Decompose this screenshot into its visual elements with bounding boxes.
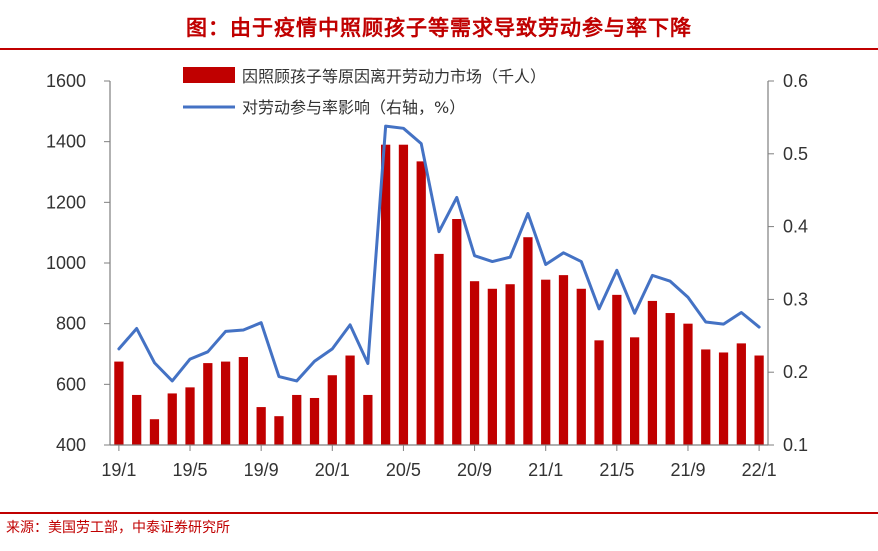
bar-21/3 [576, 288, 586, 445]
right-tick-label: 0.4 [783, 217, 808, 237]
bar-21/1 [541, 279, 551, 445]
bar-19/12 [309, 397, 320, 445]
x-tick-label: 20/5 [386, 460, 421, 480]
bar-21/12 [736, 343, 746, 445]
bar-19/1 [114, 361, 124, 445]
participation-impact-line [117, 124, 761, 383]
right-tick-label: 0.1 [783, 435, 808, 455]
source-note: 来源：美国劳工部，中泰证券研究所 [6, 520, 230, 536]
bar-21/2 [558, 275, 569, 445]
bar-20/9 [469, 281, 480, 445]
title-bar: 图：由于疫情中照顾孩子等需求导致劳动参与率下降 [0, 0, 878, 52]
bar-20/10 [487, 288, 497, 445]
bar-19/4 [167, 393, 177, 445]
bar-19/6 [203, 363, 213, 445]
right-tick-label: 0.6 [783, 71, 808, 91]
bar-19/8 [238, 357, 248, 445]
bar-21/5 [612, 294, 622, 445]
bar-20/8 [452, 219, 462, 445]
bar-21/6 [630, 337, 640, 445]
bar-21/7 [647, 300, 658, 445]
right-tick-label: 0.5 [783, 144, 808, 164]
source-divider [0, 512, 878, 514]
left-tick-label: 600 [56, 374, 86, 394]
legend-line-label: 对劳动参与率影响（右轴，%） [242, 98, 465, 117]
bar-20/5 [398, 144, 409, 445]
bar-19/5 [185, 387, 195, 445]
x-tick-label: 21/1 [528, 460, 563, 480]
bar-22/1 [754, 355, 764, 445]
line-layer [117, 124, 761, 383]
bar-20/6 [416, 161, 426, 445]
bar-19/7 [220, 361, 231, 445]
chart-title: 图：由于疫情中照顾孩子等需求导致劳动参与率下降 [186, 15, 692, 40]
bar-19/9 [256, 407, 266, 445]
bar-21/4 [594, 340, 604, 445]
right-tick-label: 0.3 [783, 289, 808, 309]
bar-21/8 [665, 313, 675, 445]
legend: 因照顾孩子等原因离开劳动力市场（千人） 对劳动参与率影响（右轴，%） [183, 67, 546, 117]
x-tick-label: 20/9 [457, 460, 492, 480]
bar-19/2 [132, 394, 142, 445]
x-tick-label: 21/9 [670, 460, 705, 480]
combo-chart: 400 600 800 1000 1200 1400 1600 0.1 0.2 0.3 0.4 0.5… [46, 67, 808, 480]
bar-19/10 [274, 416, 284, 445]
bar-21/11 [718, 352, 729, 445]
left-tick-label: 1600 [46, 71, 86, 91]
left-tick-label: 1400 [46, 132, 86, 152]
left-tick-label: 1200 [46, 192, 86, 212]
bar-21/10 [701, 349, 711, 445]
bar-20/7 [434, 253, 444, 445]
axes-layer: 400 600 800 1000 1200 1400 1600 0.1 0.2 0.3 0.4 0.5… [46, 71, 808, 480]
bar-20/2 [345, 355, 355, 445]
bar-20/1 [327, 375, 337, 445]
bar-20/3 [363, 394, 373, 445]
x-tick-label: 19/9 [244, 460, 279, 480]
right-tick-label: 0.2 [783, 362, 808, 382]
x-tick-label: 21/5 [599, 460, 634, 480]
left-tick-label: 400 [56, 435, 86, 455]
bars-layer [114, 144, 764, 445]
x-tick-label: 20/1 [315, 460, 350, 480]
x-tick-label: 22/1 [742, 460, 777, 480]
bar-20/12 [523, 237, 533, 445]
x-tick-label: 19/1 [101, 460, 136, 480]
bar-20/4 [381, 144, 391, 445]
x-tick-label: 19/5 [173, 460, 208, 480]
bar-19/3 [149, 419, 160, 445]
legend-bar-label: 因照顾孩子等原因离开劳动力市场（千人） [242, 67, 546, 86]
left-tick-label: 1000 [46, 253, 86, 273]
title-divider [0, 48, 878, 50]
left-tick-label: 800 [56, 314, 86, 334]
bar-19/11 [292, 394, 302, 445]
bar-21/9 [683, 323, 693, 445]
legend-bar-swatch [183, 67, 235, 83]
bar-20/11 [505, 284, 515, 445]
